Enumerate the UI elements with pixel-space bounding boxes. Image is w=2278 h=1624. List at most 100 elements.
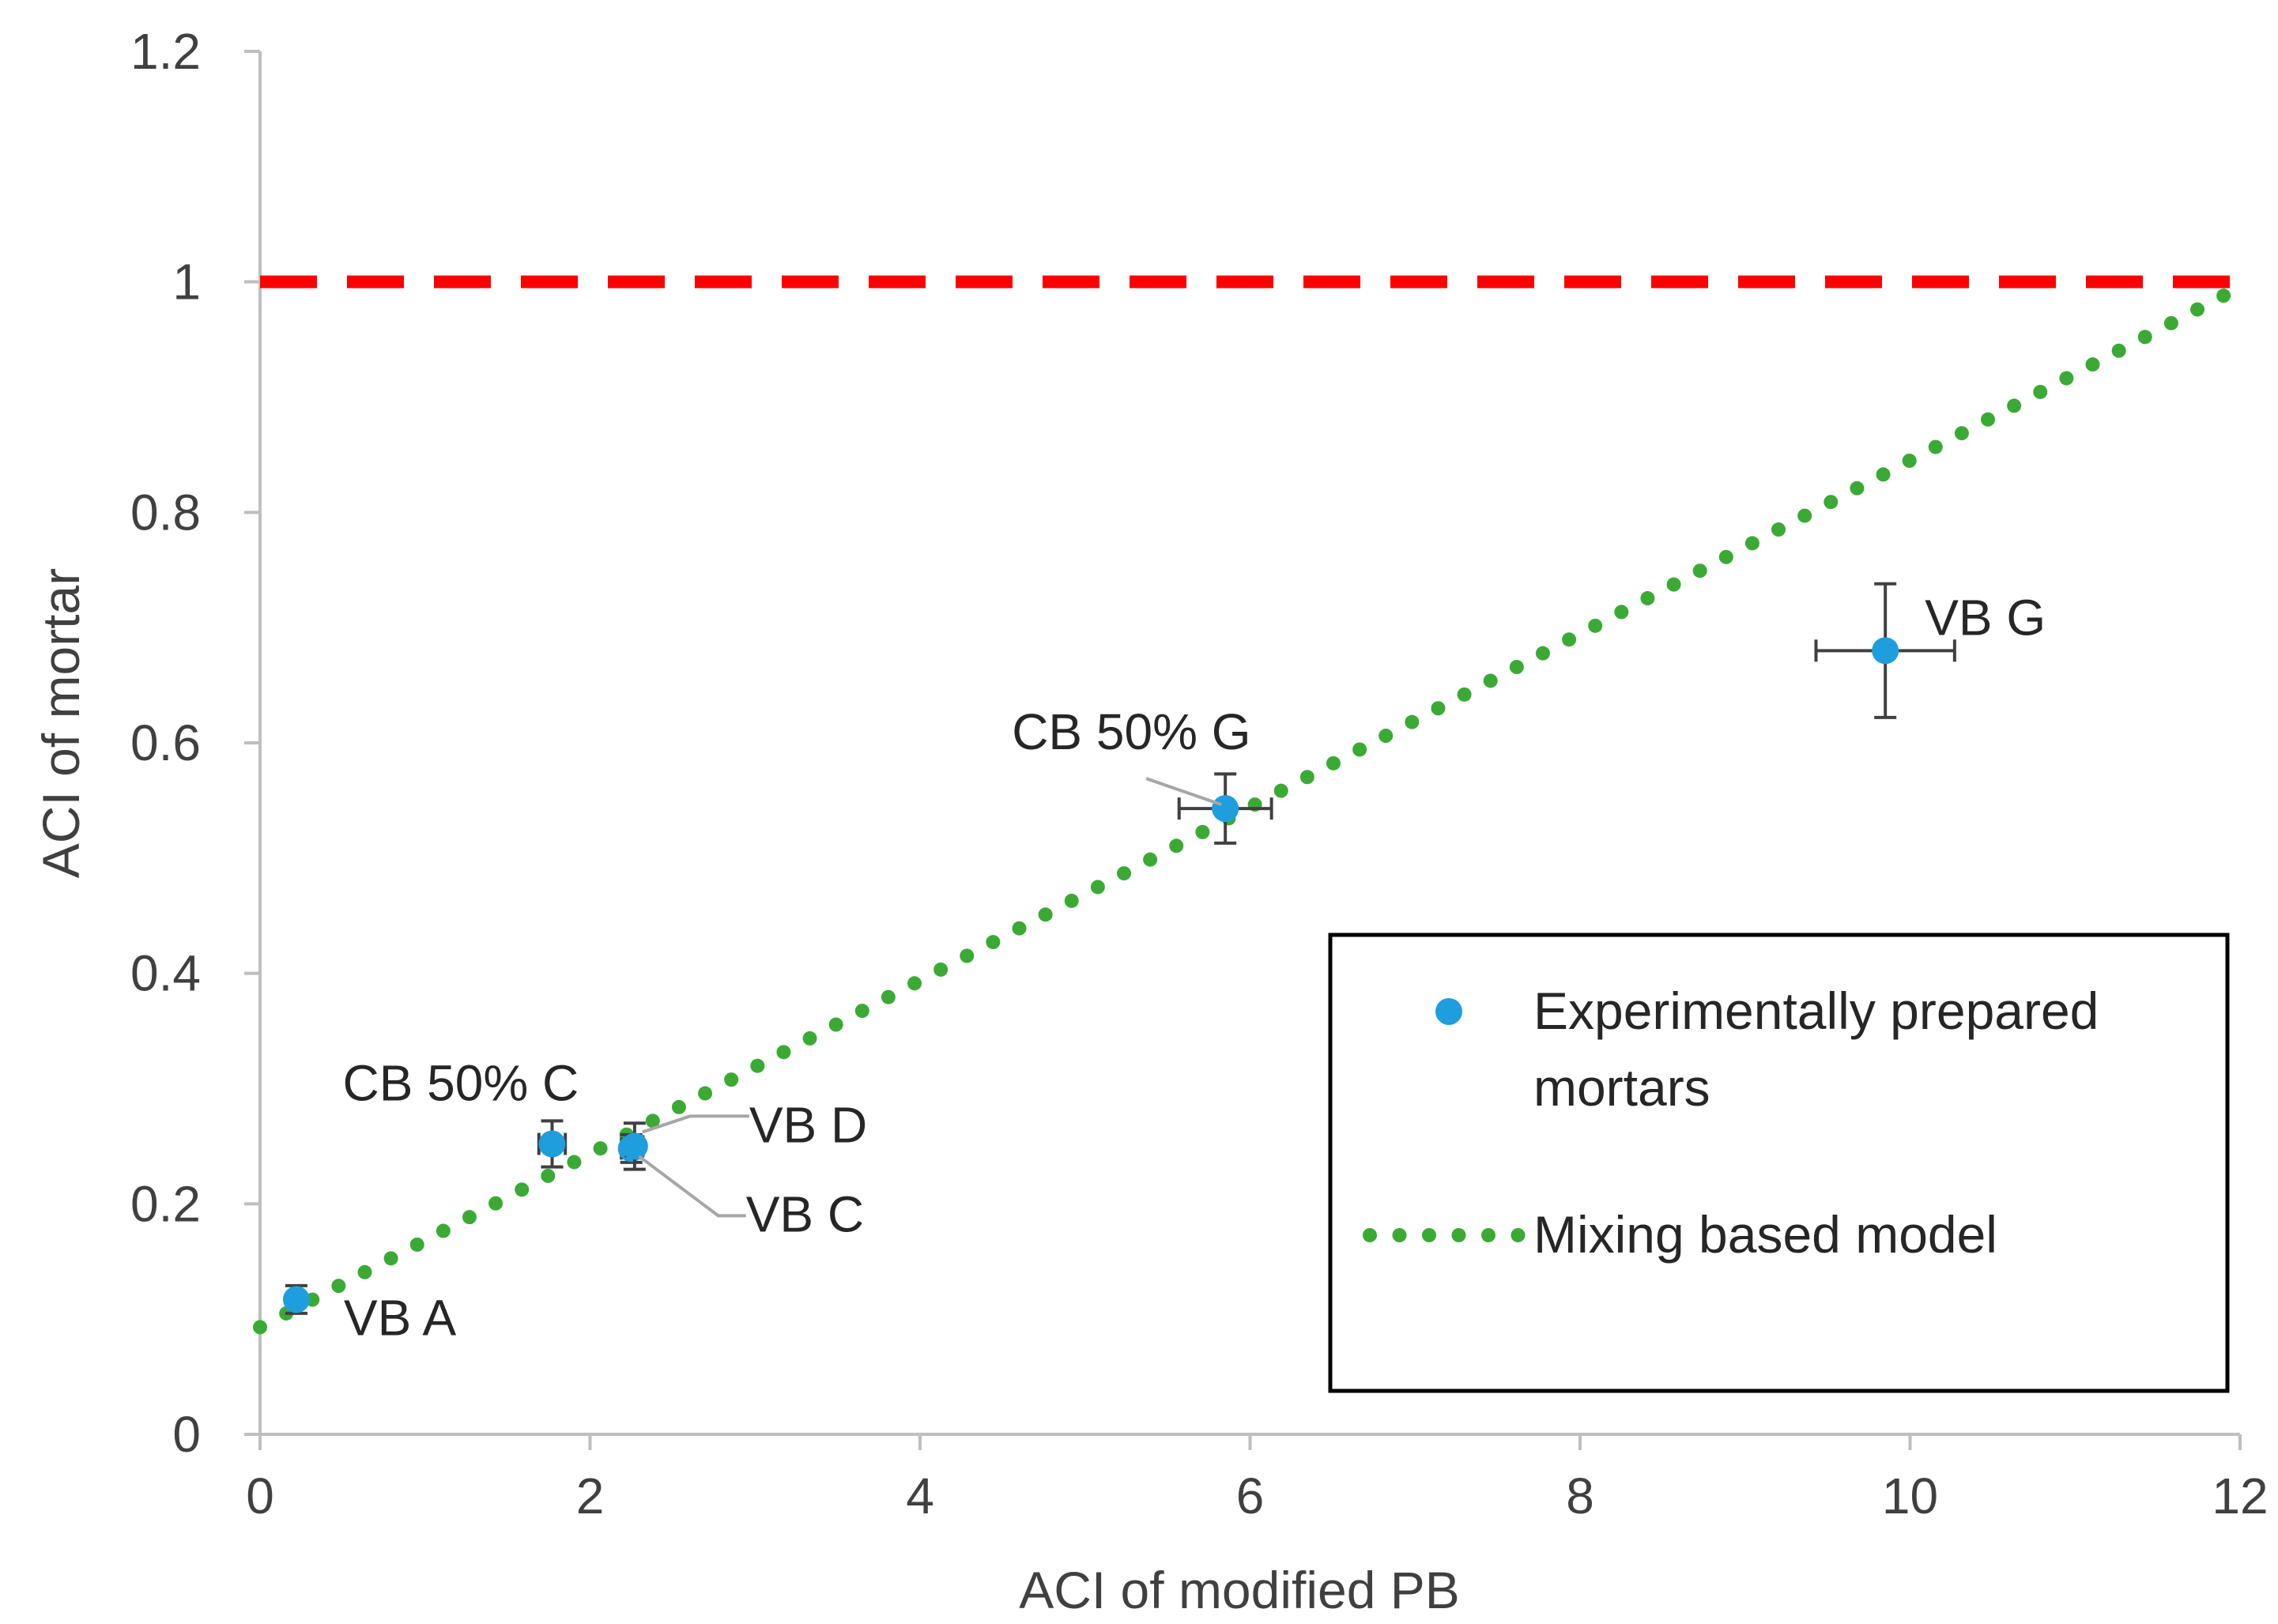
x-tick-label: 4 [906,1468,934,1524]
model-line-dot [1588,618,1603,633]
model-line-dot [1876,467,1891,482]
model-line-dot [671,1099,686,1114]
data-point-group [537,1119,568,1169]
model-line-dot [1902,454,1917,468]
legend-box [1328,933,2230,1393]
model-line-dot [1431,701,1446,716]
model-line-dot [1718,549,1733,564]
model-line-dot [2190,302,2205,317]
data-point [538,1130,566,1158]
x-tick-label: 12 [2212,1468,2268,1524]
model-line-dot [854,1004,869,1019]
model-line-dot [1744,536,1759,551]
model-line-dot [933,962,949,977]
data-point-label: VB G [1925,589,2046,646]
model-line-dot [2216,288,2231,303]
x-tick-label: 6 [1236,1468,1265,1524]
series-layer [253,275,2232,1335]
model-line-dot [1038,907,1053,922]
model-line-dot [567,1155,582,1170]
data-point-label: VB A [344,1289,457,1346]
legend-marker-experimental [1435,998,1462,1025]
data-point-label: CB 50% C [342,1055,579,1112]
legend-model-dot [1392,1228,1407,1242]
label-leader-line [638,1155,746,1218]
legend-model-dot [1451,1228,1466,1242]
x-tick-label: 8 [1566,1468,1594,1524]
legend-label-model: Mixing based model [1533,1205,1997,1264]
model-line-dot [462,1210,477,1225]
model-line-dot [515,1182,530,1197]
model-line-dot [1195,824,1210,839]
y-tick-label: 0 [172,1406,201,1463]
labels-layer: VB A CB 50% C VB C VB D CB 50% G VB G [342,589,2046,1346]
legend-model-dot [1481,1228,1495,1242]
model-line-dot [1954,426,1969,441]
data-point [1872,637,1899,665]
label-leader-line [642,1114,749,1134]
model-line-dot [2007,398,2022,413]
model-line-dot [1483,673,1498,688]
model-line-dot [802,1031,817,1046]
model-line-dot [1666,577,1681,592]
label-leader-line [1145,777,1222,807]
data-point [282,1286,310,1313]
model-line-dot [750,1058,765,1073]
model-line-dot [1614,605,1629,620]
model-line-dot [1928,439,1943,454]
x-tick-label: 2 [576,1468,605,1524]
data-point-label: VB D [749,1096,867,1153]
model-line-dot [907,976,922,991]
model-line-dot [960,948,975,963]
model-line-dot [645,1113,660,1129]
model-line-dot [828,1017,843,1032]
model-line-dot [1090,880,1105,895]
x-axis-title: ACI of modified PB [1019,1561,1460,1619]
model-line-dot [1143,852,1158,867]
data-point-group [1177,772,1273,845]
model-line-dot [2137,330,2152,345]
x-tick-label: 10 [1882,1468,1938,1524]
model-line-dot [436,1223,451,1238]
y-tick-label: 0.4 [130,945,201,1002]
model-line-dot [253,1320,267,1335]
model-line-dot [1692,563,1707,578]
model-line-dot [1824,495,1839,510]
model-line-dot [1012,921,1027,936]
y-tick-label: 0.2 [130,1175,201,1232]
model-line-dot [986,935,1001,950]
model-line-dot [1640,591,1655,606]
model-line-dot [1981,412,1996,427]
model-line-dot [1771,522,1786,537]
model-line-dot [1562,632,1577,647]
model-line-dot [1117,866,1132,881]
model-line-dot [331,1279,346,1294]
data-point [1212,795,1239,823]
model-line-dot [409,1237,424,1252]
model-line-dot [1326,755,1341,771]
model-line-dot [1850,480,1865,495]
model-line-dot [2163,315,2178,330]
model-line-dot [1378,729,1394,744]
y-tick-label: 1 [172,254,201,311]
model-line-dot [1273,783,1288,798]
data-point-group [620,1121,648,1171]
legend-model-dot [1363,1228,1377,1242]
model-line-dot [383,1251,398,1266]
model-line-dot [724,1072,739,1087]
model-line-dot [776,1045,791,1060]
legend-marker-model [1363,1228,1526,1242]
x-tick-label: 0 [246,1468,274,1524]
legend-label-experimental-line-2: mortars [1533,1058,1710,1117]
model-line-dot [1169,838,1184,853]
legend-label-experimental-line-1: Experimentally prepared [1533,982,2099,1040]
y-axis-title: ACI of mortar [32,568,90,878]
model-line-dot [2033,384,2048,399]
model-line-dot [488,1196,503,1211]
model-line-dot [881,989,896,1004]
model-line-dot [2085,357,2100,372]
model-line-dot [1797,508,1812,523]
model-line-dot [593,1141,608,1156]
model-line-dot [1299,770,1314,785]
